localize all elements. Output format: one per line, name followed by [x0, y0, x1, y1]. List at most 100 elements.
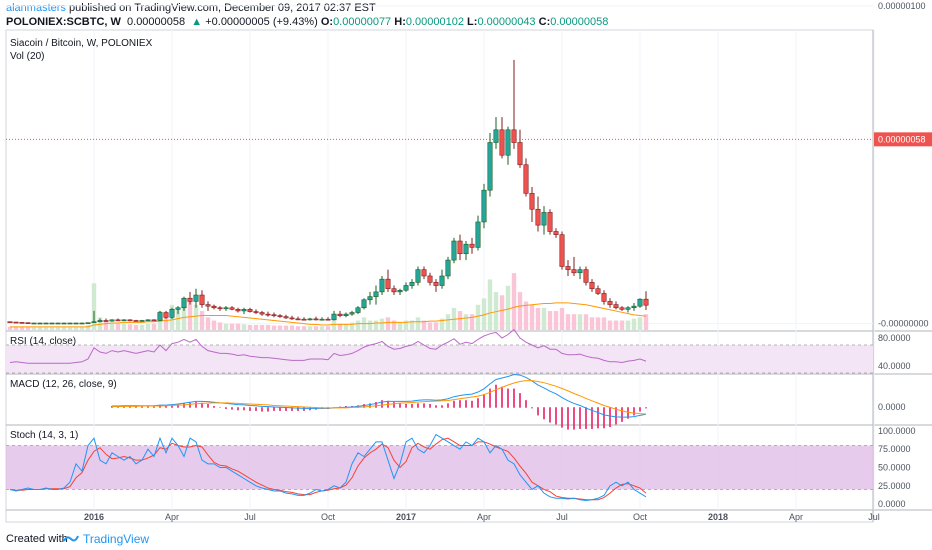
candle-body [355, 307, 361, 313]
author-link[interactable]: alanmasters [6, 2, 66, 14]
open-label: O: [320, 16, 334, 28]
candle-body [115, 319, 121, 322]
candle-body [631, 305, 637, 309]
x-tick-label: Apr [165, 512, 179, 522]
candle-body [331, 313, 337, 321]
volume-bar [31, 327, 37, 330]
volume-bar [493, 292, 499, 330]
candle-body [493, 129, 499, 143]
candle-body [199, 294, 205, 305]
stoch-k-line [9, 433, 647, 501]
volume-bar [49, 327, 55, 330]
candle-body [61, 322, 67, 325]
volume-bar [289, 325, 295, 330]
candle-body [643, 298, 649, 306]
candle-body [319, 318, 325, 321]
volume-bar [181, 298, 187, 330]
stoch-y-tick-label: 100.0000 [878, 426, 916, 436]
candle-body [553, 231, 559, 235]
volume-bar [301, 326, 307, 330]
volume-bar [421, 320, 427, 330]
candle-body [589, 282, 595, 289]
volume-bar [91, 283, 97, 330]
volume-bar [613, 320, 619, 330]
volume-bar [187, 301, 193, 330]
footer: Created with TradingView [0, 526, 932, 550]
candle-body [559, 234, 565, 267]
candle-body [439, 275, 445, 286]
volume-bar [37, 327, 43, 330]
candle-body [157, 312, 163, 321]
candle-body [451, 240, 457, 261]
candle-body [295, 318, 301, 321]
candle-body [13, 321, 19, 324]
volume-bar [331, 320, 337, 330]
candle-body [409, 282, 415, 286]
candle-body [391, 288, 397, 293]
candle-body [307, 318, 313, 321]
volume-bar [547, 311, 553, 330]
candle-body [511, 129, 517, 143]
close-value: 0.00000058 [550, 16, 609, 28]
publish-info: published on TradingView.com, December 0… [65, 2, 376, 14]
volume-bar [457, 311, 463, 330]
candle-body [133, 320, 139, 322]
candle-body [547, 212, 553, 232]
candle-body [313, 318, 319, 321]
volume-bar [43, 327, 49, 330]
candle-body [7, 321, 13, 324]
change-arrow: ▲ [191, 16, 203, 28]
candle-body [385, 278, 391, 289]
volume-bar [481, 298, 487, 330]
volume-bar [145, 323, 151, 330]
candle-body [415, 269, 421, 283]
volume-bar [277, 325, 283, 330]
volume-bar [151, 323, 157, 330]
chart-canvas[interactable]: 2016AprJulOct2017AprJulOct2018AprJulOc-0… [0, 0, 932, 526]
stoch-y-tick-label: 0.0000 [878, 499, 906, 509]
candle-body [163, 312, 169, 318]
open-value: 0.00000077 [333, 16, 392, 28]
candle-body [595, 288, 601, 294]
tradingview-logo-icon [63, 535, 79, 542]
volume-bar [499, 295, 505, 330]
x-tick-label: 2017 [396, 512, 416, 522]
macd-signal-line [112, 380, 647, 415]
symbol-label: POLONIEX:SCBTC, W [6, 16, 121, 28]
volume-bar [139, 324, 145, 330]
candle-body [343, 313, 349, 317]
volume-bar [601, 317, 607, 330]
candle-body [367, 296, 373, 301]
candle-body [325, 318, 331, 321]
tradingview-brand-link[interactable]: TradingView [83, 532, 150, 546]
candle-body [427, 275, 433, 283]
candle-body [397, 289, 403, 293]
candle-body [625, 307, 631, 310]
candle-body [403, 285, 409, 291]
volume-bar [469, 314, 475, 330]
candle-body [37, 322, 43, 325]
volume-bar [25, 326, 31, 330]
high-label: H: [394, 16, 406, 28]
volume-bar [103, 320, 109, 330]
volume-bar [253, 324, 259, 330]
candle-body [499, 129, 505, 156]
volume-bar [271, 325, 277, 330]
stoch-y-tick-label: 25.0000 [878, 481, 911, 491]
candle-body [181, 297, 187, 309]
volume-bar [559, 307, 565, 330]
rsi-band [6, 345, 873, 373]
volume-bar [97, 317, 103, 330]
last-price-label-bg [874, 132, 932, 147]
volume-bar [619, 320, 625, 330]
candle-body [43, 322, 49, 325]
volume-bar [373, 320, 379, 330]
stoch-pane-title: Stoch (14, 3, 1) [10, 430, 78, 441]
candle-body [31, 322, 37, 325]
price-change: +0.00000005 (+9.43%) [205, 16, 318, 28]
volume-bar [229, 323, 235, 330]
candle-body [25, 322, 31, 324]
volume-bar [163, 317, 169, 330]
volume-bar [241, 324, 247, 330]
candle-body [613, 304, 619, 309]
